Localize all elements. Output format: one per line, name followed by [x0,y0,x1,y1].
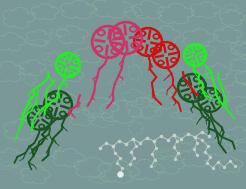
Point [179,137,183,140]
Point [173,157,177,160]
Point [233,164,237,167]
Point [200,139,204,142]
Point [205,161,209,164]
Point [193,136,197,139]
Point [176,152,180,155]
Point [203,150,207,153]
Point [154,146,158,149]
Point [216,160,220,163]
Point [159,135,163,138]
Point [172,146,176,149]
Point [111,144,115,147]
Point [153,159,157,162]
Point [149,164,153,167]
Point [124,143,128,146]
Point [117,139,121,143]
Point [118,156,122,160]
Point [172,133,176,136]
Point [131,137,135,140]
Point [120,167,124,170]
Point [200,130,204,133]
Point [208,156,212,159]
Point [186,132,190,136]
Point [138,142,142,145]
Point [129,150,133,153]
Point [113,152,117,155]
Point [172,133,176,136]
Point [111,144,115,147]
Point [118,173,122,176]
Point [166,139,170,142]
Point [145,136,149,139]
Point [152,139,156,143]
Point [195,142,199,145]
Point [104,142,108,145]
Point [211,167,215,170]
Point [195,153,199,156]
Point [193,136,197,139]
Point [115,161,119,164]
Point [134,144,138,147]
Point [152,139,156,143]
Point [150,153,154,156]
Point [222,166,226,169]
Point [128,163,132,166]
Point [131,137,135,140]
Point [132,156,136,160]
Point [228,160,232,163]
Point [207,135,211,138]
Point [98,146,102,149]
Point [206,144,210,147]
Point [193,136,197,139]
Point [175,139,179,143]
Point [118,174,122,177]
Point [192,147,196,150]
